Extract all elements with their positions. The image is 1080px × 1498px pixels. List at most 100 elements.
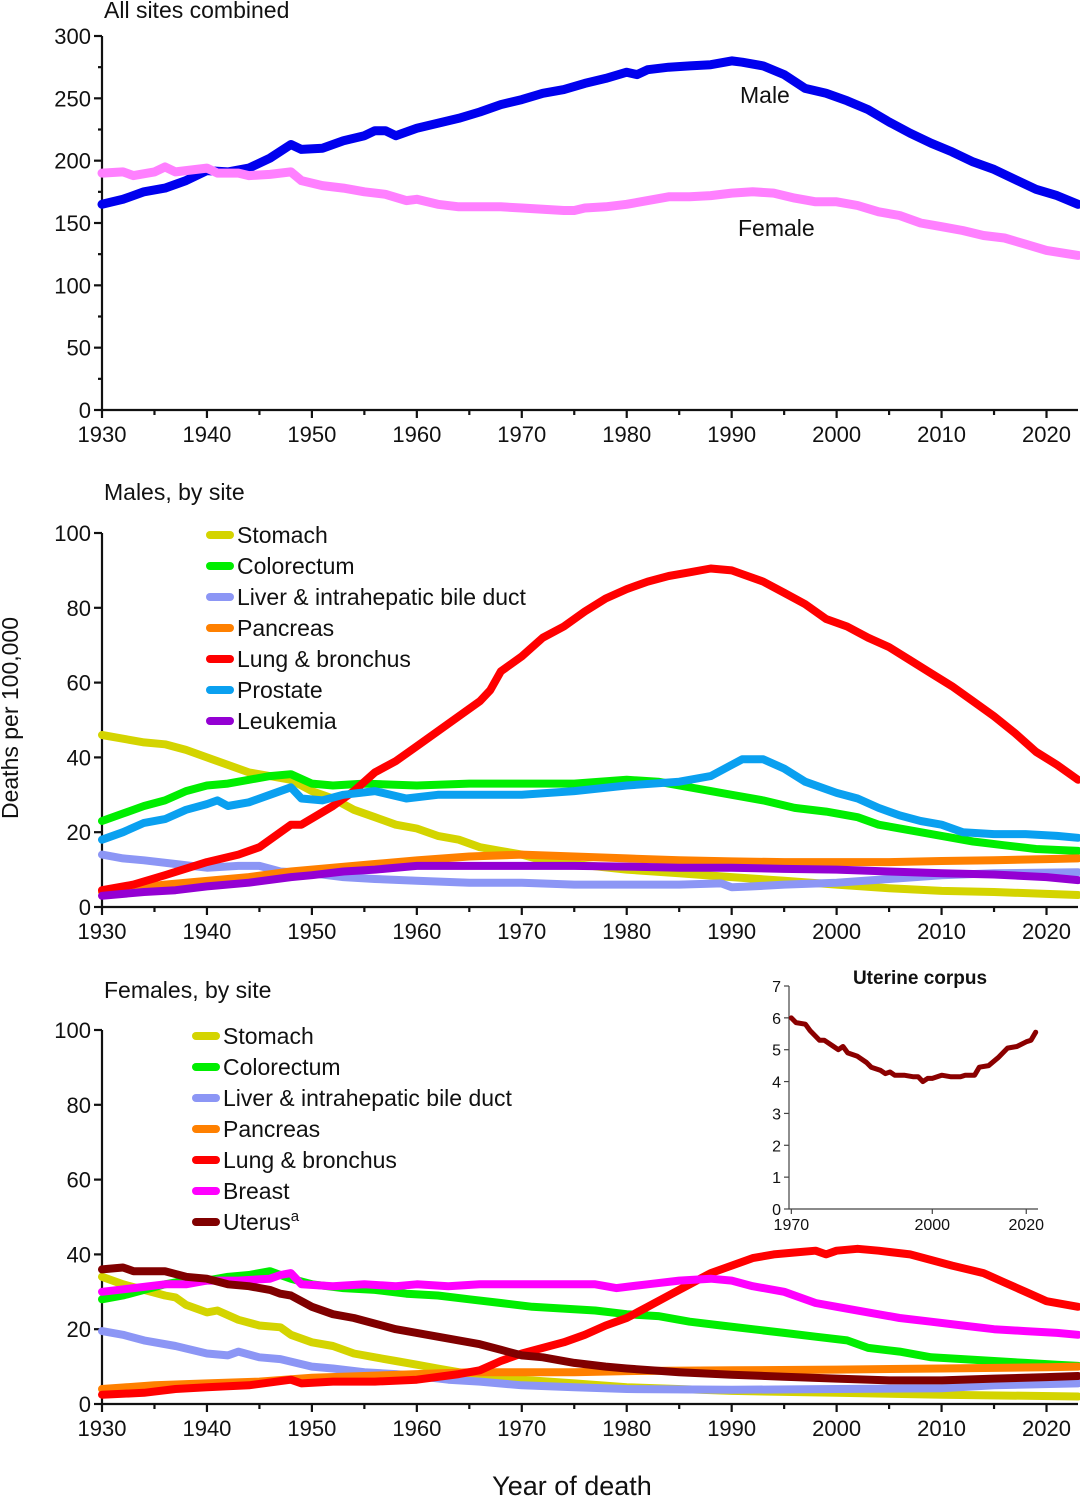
x-tick-label: 2000 <box>812 422 861 447</box>
x-tick-label: 2010 <box>917 1416 966 1441</box>
x-tick-label: 1990 <box>707 422 756 447</box>
legend-item-pancreas: Pancreas <box>192 1116 320 1142</box>
legend-label-text: Colorectum <box>223 1054 341 1080</box>
legend-item-stomach: Stomach <box>192 1023 314 1049</box>
panel-title: Males, by site <box>104 479 245 505</box>
x-tick-label: 1990 <box>707 1416 756 1441</box>
legend-item-liver-and-intrahepatic-bile-duct: Liver & intrahepatic bile duct <box>206 584 527 610</box>
x-tick-label: 1970 <box>774 1217 810 1234</box>
series-line-breast <box>98 1269 1080 1339</box>
legend-item-prostate: Prostate <box>206 677 323 703</box>
x-tick-label: 1960 <box>392 422 441 447</box>
legend-label-text: Lung & bronchus <box>223 1147 397 1173</box>
x-tick-label: 1980 <box>602 422 651 447</box>
legend-item-liver-and-intrahepatic-bile-duct: Liver & intrahepatic bile duct <box>192 1085 513 1111</box>
x-tick-label: 1960 <box>392 1416 441 1441</box>
legend-label-text: Stomach <box>223 1023 314 1049</box>
series-line-uterine-corpus <box>788 1015 1039 1085</box>
legend-label-superscript: a <box>291 1208 300 1225</box>
panel-title: All sites combined <box>104 0 289 23</box>
y-tick-label: 50 <box>67 336 91 361</box>
legend-label: Lung & bronchus <box>223 1147 397 1173</box>
legend-label: Prostate <box>237 677 323 703</box>
y-tick-label: 200 <box>54 149 91 174</box>
x-tick-label: 2000 <box>914 1217 950 1234</box>
legend: Stomach Colorectum Liver & intrahepatic bi… <box>206 522 527 734</box>
y-tick-label: 60 <box>67 671 91 696</box>
y-tick-label: 2 <box>772 1138 781 1155</box>
panel-title: Females, by site <box>104 977 271 1003</box>
y-tick-label: 250 <box>54 86 91 111</box>
panel-males-by-site: Males, by site 0 20 40 60 80 100 1930 1940 1950 19… <box>54 479 1080 944</box>
legend-item-colorectum: Colorectum <box>206 553 355 579</box>
x-tick-label: 1970 <box>497 919 546 944</box>
series-line-pancreas <box>98 850 1080 896</box>
x-tick-label: 1950 <box>287 919 336 944</box>
y-tick-label: 3 <box>772 1106 781 1123</box>
series-line-colorectum <box>98 770 1080 855</box>
legend-item-colorectum: Colorectum <box>192 1054 341 1080</box>
y-tick-label: 0 <box>79 895 91 920</box>
x-tick-label: 1950 <box>287 422 336 447</box>
legend-label: Leukemia <box>237 708 337 734</box>
x-tick-label: 1950 <box>287 1416 336 1441</box>
x-tick-label: 1930 <box>78 919 127 944</box>
legend-label-text: Prostate <box>237 677 323 703</box>
legend-label: Uterusa <box>223 1208 300 1235</box>
legend: Stomach Colorectum Liver & intrahepatic bi… <box>192 1023 513 1235</box>
x-tick-label: 1970 <box>497 1416 546 1441</box>
y-tick-label: 80 <box>67 1093 91 1118</box>
series-line-male <box>97 56 1080 209</box>
x-tick-label: 1930 <box>78 1416 127 1441</box>
x-tick-label: 1940 <box>182 1416 231 1441</box>
y-tick-label: 60 <box>67 1168 91 1193</box>
legend-label: Liver & intrahepatic bile duct <box>223 1085 513 1111</box>
y-tick-label: 40 <box>67 1242 91 1267</box>
y-tick-label: 300 <box>54 24 91 49</box>
x-tick-label: 1940 <box>182 422 231 447</box>
legend-label-text: Uterus <box>223 1209 291 1235</box>
y-tick-label: 150 <box>54 211 91 236</box>
x-tick-label: 2020 <box>1022 919 1071 944</box>
legend-label-text: Leukemia <box>237 708 337 734</box>
legend-label: Lung & bronchus <box>237 646 411 672</box>
panel-title: Uterine corpus <box>853 968 987 989</box>
x-tick-label: 2020 <box>1022 1416 1071 1441</box>
y-tick-label: 7 <box>772 979 781 996</box>
x-tick-label: 1940 <box>182 919 231 944</box>
legend-label: Breast <box>223 1178 290 1204</box>
y-tick-label: 20 <box>67 820 91 845</box>
panel-all-sites: All sites combined 0 50 100 150 200 250 300 1930… <box>54 0 1080 447</box>
legend-label: Stomach <box>237 522 328 548</box>
legend-label: Liver & intrahepatic bile duct <box>237 584 527 610</box>
y-tick-label: 100 <box>54 273 91 298</box>
legend-label: Pancreas <box>237 615 334 641</box>
y-tick-label: 1 <box>772 1170 781 1187</box>
series-line-female <box>97 162 1080 260</box>
y-tick-label: 20 <box>67 1317 91 1342</box>
legend-label-text: Breast <box>223 1178 290 1204</box>
y-tick-label: 0 <box>772 1202 781 1219</box>
panel-uterine-corpus-inset: Uterine corpus 0 1 2 3 4 5 6 7 1970 2000 2020 <box>772 968 1044 1234</box>
legend-label-text: Colorectum <box>237 553 355 579</box>
legend-item-lung-and-bronchus: Lung & bronchus <box>192 1147 397 1173</box>
series-line-leukemia <box>98 861 1080 900</box>
legend-label-text: Stomach <box>237 522 328 548</box>
x-tick-label: 1970 <box>497 422 546 447</box>
legend-label-text: Pancreas <box>237 615 334 641</box>
x-tick-label: 1960 <box>392 919 441 944</box>
y-tick-label: 5 <box>772 1043 781 1060</box>
legend-item-pancreas: Pancreas <box>206 615 334 641</box>
legend-item-stomach: Stomach <box>206 522 328 548</box>
series-line-liver-and-intrahepatic-bile-duct <box>98 850 1080 892</box>
legend-item-lung-and-bronchus: Lung & bronchus <box>206 646 411 672</box>
series-line-lung-and-bronchus <box>98 1244 1080 1399</box>
y-tick-label: 6 <box>772 1011 781 1028</box>
legend-label: Colorectum <box>237 553 355 579</box>
x-tick-label: 2010 <box>917 422 966 447</box>
x-tick-label: 1980 <box>602 1416 651 1441</box>
y-tick-label: 40 <box>67 745 91 770</box>
series-label-male: Male <box>740 82 790 108</box>
series-label-female: Female <box>738 215 815 241</box>
